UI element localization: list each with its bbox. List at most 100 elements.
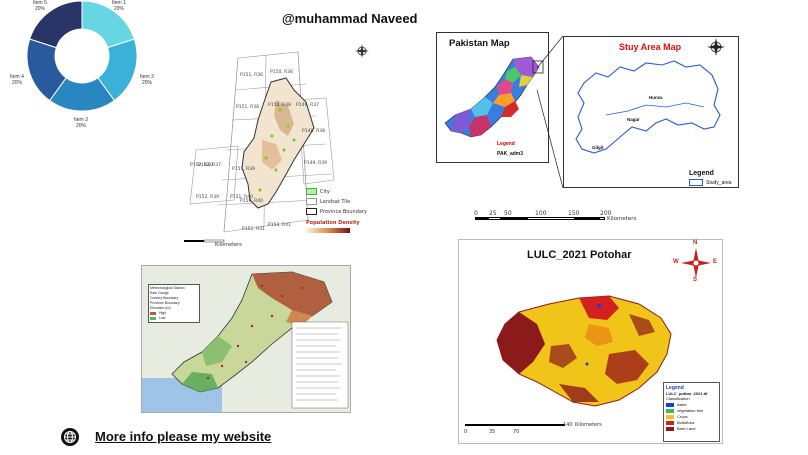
tile-label: P151, R36 (240, 72, 263, 78)
scale-tick-150: 150 (568, 210, 580, 217)
elev-legend-low: Low (150, 316, 198, 321)
study-legend-item-row: Study_area (689, 179, 732, 186)
pakistan-scalebar: 0 25 50 100 150 200 Kilometers (474, 210, 645, 224)
elev-legend-station: Meteorological Station (150, 286, 185, 290)
lulc-classification-label: Classification (666, 396, 690, 401)
tile-label: P150, R41 (268, 222, 291, 228)
elev-legend-country: Country Boundary (150, 296, 179, 300)
legend-city: City (320, 189, 330, 195)
tile-label: P150, R36 (270, 69, 293, 75)
landsat-tiles-map: P151, R36 P150, R36 P152, R37 P149, R37 P151… (184, 51, 335, 243)
study-north-arrow-icon (707, 38, 725, 56)
scale-tick-200: 200 (600, 210, 612, 217)
lulc-class-row: vegetation free (666, 408, 717, 414)
lulc-scale-70: 70 (513, 429, 520, 435)
population-gradient (306, 228, 350, 233)
compass-s: S (693, 277, 698, 283)
tile-label: P151, R38 (236, 104, 259, 110)
lulc-legend-sub: LULC_pothar_2021.tif (666, 391, 708, 396)
scale-tick-25: 25 (489, 210, 497, 217)
pakistan-map-title: Pakistan Map (449, 38, 510, 49)
study-area-swatch (689, 179, 703, 186)
lulc-title: LULC_2021 Potohar (527, 249, 632, 261)
lulc-scale-0: 0 (464, 429, 468, 435)
lulc-class-label: Bare Land (677, 426, 696, 431)
compass-w: W (673, 259, 679, 265)
lulc-map-panel: LULC_2021 Potohar N S E W 0 35 70 140 Ki… (458, 239, 723, 444)
study-area-boundary (575, 60, 721, 154)
tile-label: P151, R40 (230, 194, 253, 200)
lulc-scale-unit: Kilometers (575, 422, 602, 428)
elev-legend-high: High (150, 311, 198, 316)
website-link[interactable]: More info please my website (95, 429, 272, 444)
donut-label-item2: Item 2 20% (140, 74, 154, 86)
lulc-scale-35: 35 (489, 429, 496, 435)
north-arrow-icon (355, 44, 369, 58)
lulc-class-swatch (666, 426, 674, 431)
zoom-connector-lines (536, 35, 564, 189)
legend-province: Province Boundary (320, 209, 367, 215)
lulc-class-row: Bare Land (666, 426, 717, 432)
scale-tick-100: 100 (535, 210, 547, 217)
pakistan-legend-item: PAK_adm3 (497, 151, 524, 157)
lulc-class-swatch (666, 408, 674, 413)
study-legend-item: Study_area (706, 179, 732, 186)
scale-tick-0: 0 (474, 210, 478, 217)
lulc-legend-title: Legend (666, 385, 684, 391)
lulc-class-swatch (666, 414, 674, 419)
lulc-class-label: Crops (677, 414, 688, 419)
pakistan-map-panel: Pakistan Map Legend PAK_adm3 (436, 32, 549, 163)
legend-population: Population Density (306, 220, 360, 226)
elev-legend-elevation: Elevation (m) (150, 306, 171, 310)
tile-label: P151, R41 (242, 226, 265, 232)
donut-chart (26, 0, 138, 112)
elev-legend-province: Province Boundary (150, 301, 180, 305)
lulc-class-row: Crops (666, 414, 717, 420)
scale-unit: Kilometers (607, 216, 637, 222)
lulc-class-label: vegetation free (677, 408, 704, 413)
lulc-class-swatch (666, 420, 674, 425)
elev-legend-raingauge: Rain Gauge (150, 291, 169, 295)
lulc-class-row: BuildArea (666, 420, 717, 426)
donut-label-item5: Item 5 20% (33, 0, 47, 12)
compass-n: N (693, 240, 698, 246)
compass-e: E (713, 259, 718, 265)
tile-label: P151, R39 (232, 166, 255, 172)
lulc-class-row: water (666, 402, 717, 408)
lulc-raster-map (496, 295, 672, 407)
donut-slice-1 (81, 0, 135, 49)
lulc-legend: Legend LULC_pothar_2021.tif Classificati… (663, 382, 720, 442)
study-legend-title: Legend (689, 170, 714, 177)
tile-label: P152, R37 (198, 162, 221, 168)
lulc-class-label: water (677, 402, 687, 407)
tile-label: P148, R38 (302, 128, 325, 134)
tiles-scale-unit: Kilometers (215, 242, 242, 248)
tile-label: P152, R40 (190, 162, 213, 168)
tile-label: P150, R38 (268, 102, 291, 108)
tile-label: P150, R40 (240, 198, 263, 204)
lulc-scale-140: 140 (563, 422, 573, 428)
elevation-map-graphic (142, 271, 349, 412)
donut-slice-5 (29, 0, 83, 49)
donut-label-item3: Item 3 20% (74, 117, 88, 129)
elevation-map-panel: Meteorological Station Rain Gauge Countr… (141, 265, 351, 413)
pakistan-map-shape (444, 56, 544, 138)
tile-label: P149, R37 (296, 102, 319, 108)
place-gilgit: Gilgit (592, 145, 604, 150)
lulc-compass-icon (681, 248, 711, 278)
tiles-legend: City Landsat Tile Province Boundary Popu… (306, 188, 386, 233)
place-hunza: Hunza (649, 95, 663, 100)
donut-label-item1: Item 1 20% (112, 0, 126, 12)
elevation-legend: Meteorological Station Rain Gauge Countr… (148, 284, 200, 323)
author-handle: @muhammad Naveed (282, 11, 418, 26)
tile-label: P149, R39 (304, 160, 327, 166)
lulc-class-swatch (666, 402, 674, 407)
scale-tick-50: 50 (504, 210, 512, 217)
donut-label-item4: Item 4 20% (10, 74, 24, 86)
landsat-swatch (306, 198, 317, 205)
globe-icon[interactable] (61, 428, 79, 446)
tile-label: P152, R39 (196, 194, 219, 200)
study-area-panel: Stuy Area Map Hunza Nagar Gilgit Legend … (563, 36, 739, 188)
legend-landsat: Landsat Tile (320, 199, 351, 205)
province-swatch (306, 208, 317, 215)
